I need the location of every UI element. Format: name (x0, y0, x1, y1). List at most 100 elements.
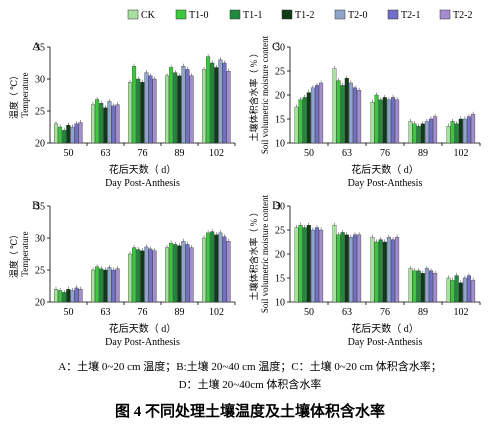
bar (144, 246, 149, 303)
y-tick-label: 20 (275, 250, 285, 261)
bar (58, 126, 63, 144)
bar (164, 247, 169, 303)
x-axis-title-en: Day Post-Anthesis (105, 337, 180, 348)
bar (332, 68, 337, 144)
y-tick-label: 20 (35, 139, 45, 150)
legend-swatch-t2-0 (334, 9, 346, 20)
bar (319, 229, 324, 303)
bar (450, 121, 455, 144)
y-tick-label: 10 (275, 298, 285, 309)
x-tick-label: 63 (101, 307, 111, 318)
bar (471, 280, 476, 303)
y-tick-label: 25 (35, 266, 45, 277)
bar (357, 90, 362, 144)
x-tick-label: 89 (175, 307, 185, 318)
bar (306, 225, 311, 303)
panel-letter: B (32, 198, 40, 212)
bar (446, 126, 451, 144)
legend-swatch-t2-2 (439, 9, 451, 20)
bar (306, 92, 311, 144)
y-axis-title-cn: 温度（ ℃） (8, 71, 19, 119)
panel-letter: C (272, 39, 280, 53)
bar (370, 237, 375, 303)
bar (344, 78, 349, 144)
caption-line-2: D：土壤 20~40cm 体积含水率 (178, 379, 322, 391)
y-tick-label: 20 (275, 91, 285, 102)
y-tick-label: 30 (35, 75, 45, 86)
caption-line-1: A：土壤 0~20 cm 温度；B:土壤 20~40 cm 温度；C：土壤 0~… (58, 361, 442, 373)
bar (466, 275, 471, 303)
bar (416, 126, 421, 144)
y-tick-label: 25 (275, 226, 285, 237)
bar (416, 270, 421, 303)
bar (111, 105, 116, 144)
bar (302, 97, 307, 144)
x-tick-label: 63 (342, 307, 352, 318)
y-tick-label: 35 (35, 202, 45, 213)
bar (206, 56, 211, 144)
bar (298, 99, 303, 144)
bar (107, 101, 112, 144)
bar (374, 241, 379, 303)
legend-label-t2-2: T2-2 (453, 10, 472, 21)
bar (386, 99, 391, 144)
bar (340, 85, 345, 144)
bar (107, 267, 112, 303)
bar (115, 104, 120, 144)
bar (169, 242, 174, 303)
bar (78, 289, 83, 303)
bar (74, 287, 79, 303)
bar (332, 225, 337, 303)
bar (177, 245, 182, 303)
bar (222, 62, 227, 144)
bar (206, 232, 211, 303)
x-tick-label: 89 (418, 148, 428, 159)
bar (140, 250, 145, 303)
bar (336, 80, 341, 144)
x-tick-label: 102 (454, 148, 469, 159)
x-tick-label: 63 (342, 148, 352, 159)
bar (132, 247, 137, 303)
legend-swatch-ck (127, 9, 139, 20)
bar (62, 292, 67, 303)
bar (428, 270, 433, 303)
panel-letter: A (32, 39, 41, 53)
bar (378, 239, 383, 303)
bar (103, 107, 108, 144)
bar (395, 99, 400, 144)
bar (454, 123, 459, 144)
y-tick-label: 10 (275, 139, 285, 150)
x-axis-title-en: Day Post-Anthesis (105, 178, 180, 189)
legend-label-ck: CK (141, 10, 156, 21)
figure-title: 图 4 不同处理土壤温度及土壤体积含水率 (114, 404, 385, 420)
bar (140, 82, 145, 144)
bar (450, 280, 455, 303)
bar (210, 62, 215, 144)
bar (177, 75, 182, 144)
bar (103, 269, 108, 303)
figure-canvas: CK T1-0 T1-1 T1-2 T2-0 T2-1 T2-2 A 20 25 30 35 温度（ … (8, 9, 481, 348)
legend-label-t1-1: T1-1 (243, 10, 262, 21)
bar (144, 72, 149, 144)
bar (382, 241, 387, 303)
y-tick-label: 25 (35, 107, 45, 118)
x-axis-title-cn: 花后天数（ d） (351, 163, 419, 176)
x-tick-label: 76 (138, 148, 148, 159)
bar (412, 270, 417, 303)
bar (95, 99, 100, 144)
bar (433, 116, 438, 144)
x-axis-title-en: Day Post-Anthesis (348, 337, 423, 348)
bar (54, 123, 59, 144)
x-tick-label: 50 (64, 307, 74, 318)
bar (58, 290, 63, 303)
bar (390, 239, 395, 303)
x-axis-title-cn: 花后天数（ d） (109, 322, 177, 335)
y-axis-title-en: Soil volumetric moisture content (260, 35, 270, 154)
bar (370, 102, 375, 144)
bar (378, 99, 383, 144)
y-tick-label: 35 (35, 43, 45, 54)
panel-c: C 10 15 20 25 30 土壤体积含水率（ % ） Soil volumetric m… (248, 35, 481, 189)
bar (173, 72, 178, 144)
bar (294, 106, 299, 144)
x-axis-title-en: Day Post-Anthesis (348, 178, 423, 189)
